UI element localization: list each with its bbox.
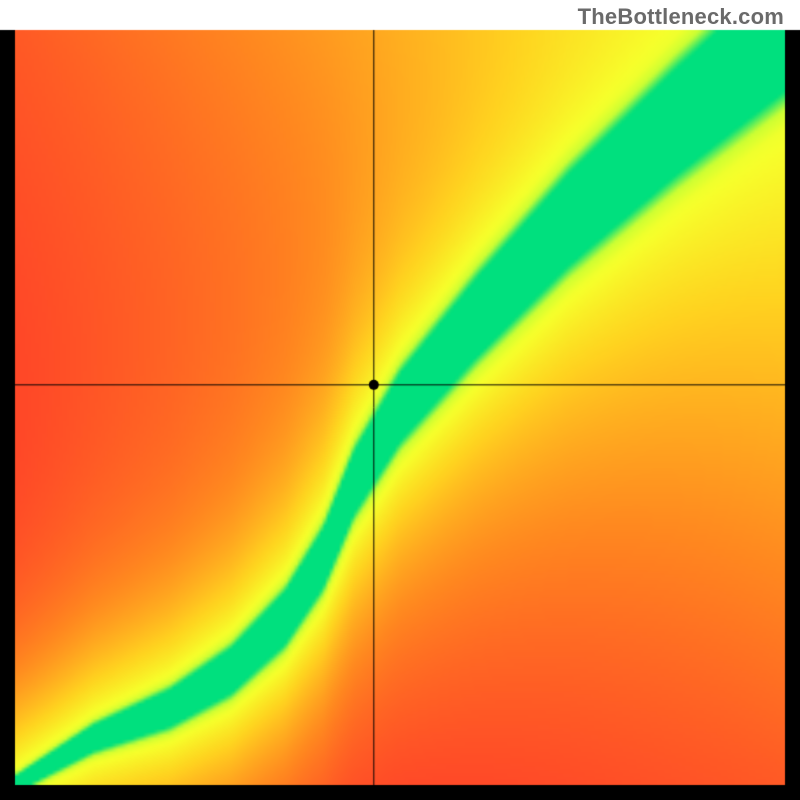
heatmap-canvas <box>0 0 800 800</box>
chart-container: TheBottleneck.com <box>0 0 800 800</box>
watermark-text: TheBottleneck.com <box>578 4 784 30</box>
